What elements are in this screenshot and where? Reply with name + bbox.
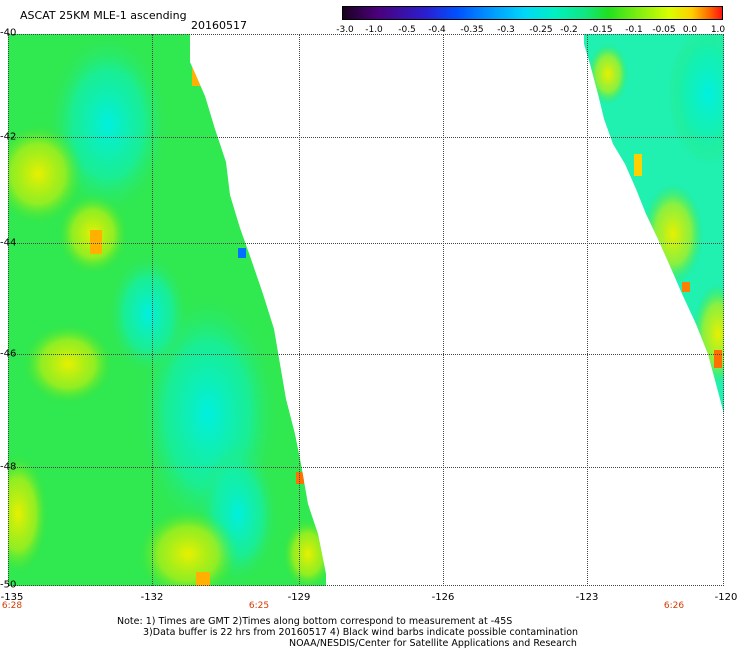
colorbar-label: -0.2 bbox=[560, 25, 578, 35]
right-swath bbox=[584, 34, 724, 414]
time-label: 6:26 bbox=[663, 601, 685, 611]
colorbar-label: 0.0 bbox=[682, 25, 698, 35]
time-label: 6:25 bbox=[248, 601, 270, 611]
gridline-lat bbox=[8, 354, 724, 355]
colorbar-label: -1.0 bbox=[365, 25, 383, 35]
colorbar-label: -0.25 bbox=[529, 25, 553, 35]
lon-label: -132 bbox=[140, 592, 164, 603]
gridline-lon bbox=[443, 34, 444, 586]
map-title: ASCAT 25KM MLE-1 ascending bbox=[20, 9, 187, 22]
lon-label: -120 bbox=[714, 592, 738, 603]
lat-label: -50 bbox=[0, 579, 17, 591]
lon-label: -123 bbox=[575, 592, 599, 603]
lat-label: -48 bbox=[0, 461, 17, 473]
colorbar-label: -0.5 bbox=[398, 25, 416, 35]
gridline-lon bbox=[587, 34, 588, 586]
colorbar-label: -0.1 bbox=[625, 25, 643, 35]
colorbar-label: -3.0 bbox=[336, 25, 354, 35]
note-line-2: 3)Data buffer is 22 hrs from 20160517 4)… bbox=[143, 627, 579, 638]
lat-label: -46 bbox=[0, 348, 17, 360]
note-line-1: Note: 1) Times are GMT 2)Times along bot… bbox=[117, 616, 513, 627]
lat-label: -42 bbox=[0, 131, 17, 143]
gridline-lat bbox=[8, 137, 724, 138]
lon-label: -126 bbox=[431, 592, 455, 603]
colorbar-label: -0.05 bbox=[652, 25, 676, 35]
lat-label: -40 bbox=[0, 27, 17, 39]
colorbar bbox=[342, 6, 723, 20]
lon-label: -135 bbox=[0, 592, 24, 603]
gridline-lon bbox=[299, 34, 300, 586]
colorbar-label: -0.35 bbox=[460, 25, 484, 35]
lat-label: -44 bbox=[0, 237, 17, 249]
colorbar-label: -0.15 bbox=[589, 25, 613, 35]
wind-swath-svg bbox=[8, 34, 724, 586]
colorbar-label: -0.3 bbox=[497, 25, 515, 35]
left-swath bbox=[8, 34, 326, 586]
gridline-lat bbox=[8, 467, 724, 468]
map-area bbox=[8, 34, 724, 586]
gridline-lat bbox=[8, 243, 724, 244]
gridline-lon bbox=[152, 34, 153, 586]
colorbar-label: -0.4 bbox=[428, 25, 446, 35]
lon-label: -129 bbox=[287, 592, 311, 603]
colorbar-label: 1.0 bbox=[710, 25, 726, 35]
note-line-3: NOAA/NESDIS/Center for Satellite Applica… bbox=[289, 638, 577, 649]
time-label: 6:28 bbox=[1, 601, 23, 611]
map-date: 20160517 bbox=[191, 19, 247, 32]
